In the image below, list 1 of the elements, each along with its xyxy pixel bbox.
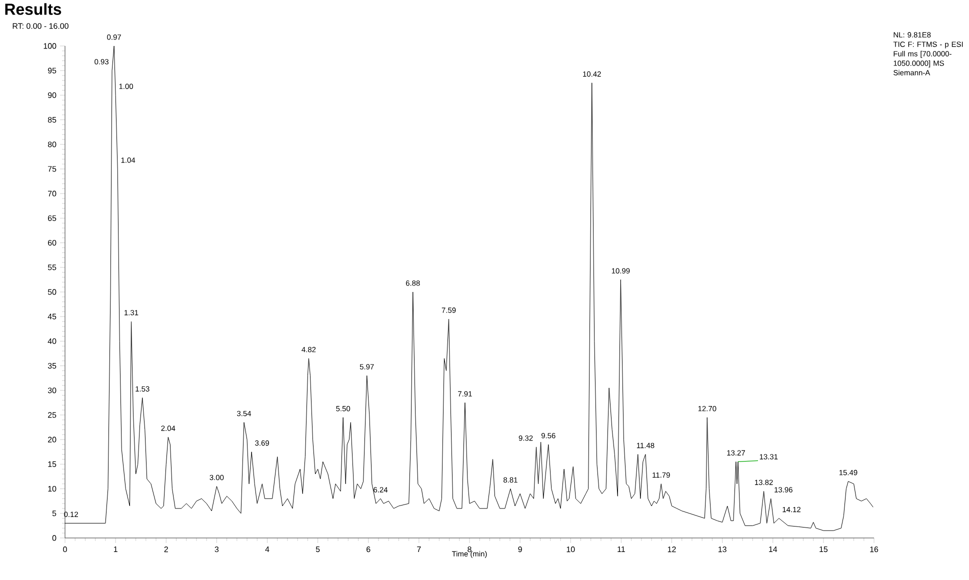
- chart-title: Results: [5, 3, 62, 15]
